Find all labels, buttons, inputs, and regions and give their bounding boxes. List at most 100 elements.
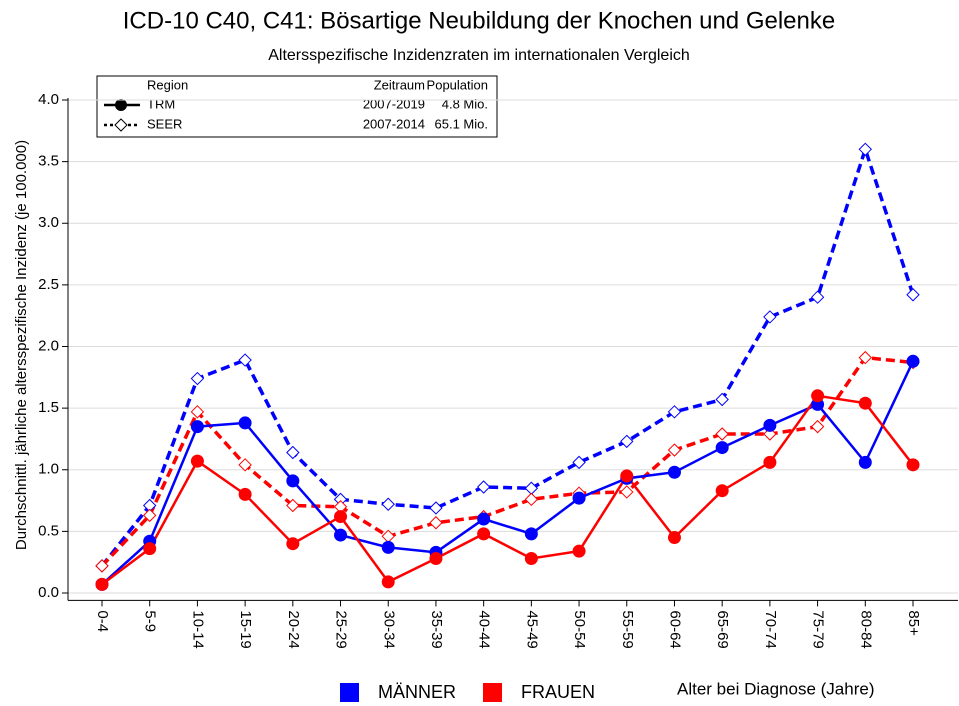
- y-tick-label: 0.0: [38, 584, 59, 601]
- marker: [429, 516, 443, 530]
- y-axis-label: Durchschnittl. jährliche altersspezifisc…: [13, 140, 30, 550]
- marker: [858, 455, 872, 469]
- marker: [238, 416, 252, 430]
- legend-box: [96, 75, 498, 138]
- marker: [190, 371, 205, 386]
- chart-subtitle: Altersspezifische Inzidenzraten im inter…: [268, 47, 690, 64]
- x-tick-label: 80-84: [857, 610, 874, 648]
- y-tick-label: 0.5: [38, 522, 59, 539]
- marker: [381, 575, 395, 589]
- marker: [667, 531, 681, 545]
- marker: [906, 354, 920, 368]
- marker: [572, 491, 586, 505]
- y-tick-label: 1.0: [38, 461, 59, 478]
- marker: [95, 577, 109, 591]
- x-tick-label: 35-39: [428, 610, 445, 648]
- marker: [286, 498, 300, 513]
- marker: [906, 288, 920, 302]
- marker: [429, 501, 443, 515]
- marker: [334, 510, 348, 524]
- series-line: [100, 143, 915, 567]
- marker: [620, 485, 634, 499]
- x-tick-label: 65-69: [714, 610, 731, 648]
- chart-title: ICD-10 C40, C41: Bösartige Neubildung de…: [123, 7, 835, 34]
- x-tick-label: 85+: [905, 610, 922, 636]
- region-legend: Region Zeitraum Population TRM 2007-2019…: [96, 75, 498, 138]
- marker: [763, 455, 777, 469]
- marker: [381, 497, 395, 511]
- legend-header: Zeitraum: [374, 77, 425, 92]
- legend-population: 65.1 Mio.: [435, 116, 488, 131]
- marker: [142, 508, 157, 523]
- marker: [238, 353, 252, 367]
- marker: [667, 465, 681, 479]
- series-line: [101, 360, 915, 586]
- marker: [763, 310, 777, 324]
- y-tick-label: 2.0: [38, 337, 59, 354]
- x-tick-label: 25-29: [333, 610, 350, 648]
- marker: [477, 527, 491, 541]
- marker: [143, 542, 157, 556]
- legend-period: 2007-2019: [363, 96, 425, 111]
- marker: [858, 142, 873, 157]
- marker: [620, 469, 634, 483]
- marker: [286, 474, 300, 488]
- marker: [381, 529, 395, 544]
- marker: [572, 455, 586, 470]
- x-tick-label: 50-54: [571, 610, 588, 648]
- legend-swatch: [483, 683, 502, 702]
- x-tick-label: 40-44: [476, 610, 493, 648]
- legend-period: 2007-2014: [363, 116, 425, 131]
- y-tick-label: 4.0: [38, 91, 59, 108]
- x-tick-label: 55-59: [619, 610, 636, 648]
- marker: [286, 445, 300, 460]
- legend-marker: [114, 118, 128, 132]
- legend-label: MÄNNER: [378, 682, 456, 702]
- marker: [381, 540, 395, 554]
- legend-header: Region: [147, 77, 188, 92]
- marker: [906, 458, 920, 472]
- marker: [286, 537, 300, 551]
- y-tick-label: 1.5: [38, 399, 59, 416]
- marker: [190, 405, 205, 419]
- marker: [620, 434, 634, 449]
- marker: [95, 559, 109, 573]
- x-tick-label: 10-14: [189, 610, 206, 648]
- legend-swatch: [340, 683, 359, 702]
- marker: [715, 427, 729, 441]
- x-tick-label: 15-19: [237, 610, 254, 648]
- series-line: [100, 355, 914, 568]
- marker: [429, 551, 443, 565]
- legend-header: Population: [427, 77, 488, 92]
- marker: [858, 396, 872, 410]
- marker: [190, 420, 204, 434]
- marker: [763, 418, 777, 432]
- legend-region: SEER: [147, 116, 182, 131]
- legend-label: FRAUEN: [521, 682, 595, 702]
- x-tick-label: 30-34: [380, 610, 397, 648]
- y-tick-label: 3.0: [38, 214, 59, 231]
- marker: [858, 350, 873, 365]
- marker: [572, 544, 586, 558]
- x-tick-label: 5-9: [142, 610, 159, 632]
- marker: [238, 487, 252, 501]
- marker: [334, 528, 348, 542]
- x-axis-label: Alter bei Diagnose (Jahre): [677, 679, 874, 698]
- x-tick-label: 70-74: [762, 610, 779, 648]
- marker: [715, 441, 729, 455]
- legend-population: 4.8 Mio.: [442, 96, 488, 111]
- marker: [524, 551, 538, 565]
- x-tick-label: 75-79: [810, 610, 827, 648]
- marker: [810, 290, 825, 304]
- marker: [715, 392, 729, 407]
- y-tick-label: 3.5: [38, 153, 59, 170]
- x-tick-label: 0-4: [94, 610, 111, 632]
- x-tick-label: 60-64: [667, 610, 684, 648]
- marker: [477, 512, 491, 526]
- legend-marker: [115, 99, 127, 111]
- marker: [476, 480, 491, 494]
- marker: [667, 405, 682, 419]
- series-line: [101, 394, 914, 586]
- marker: [190, 454, 204, 468]
